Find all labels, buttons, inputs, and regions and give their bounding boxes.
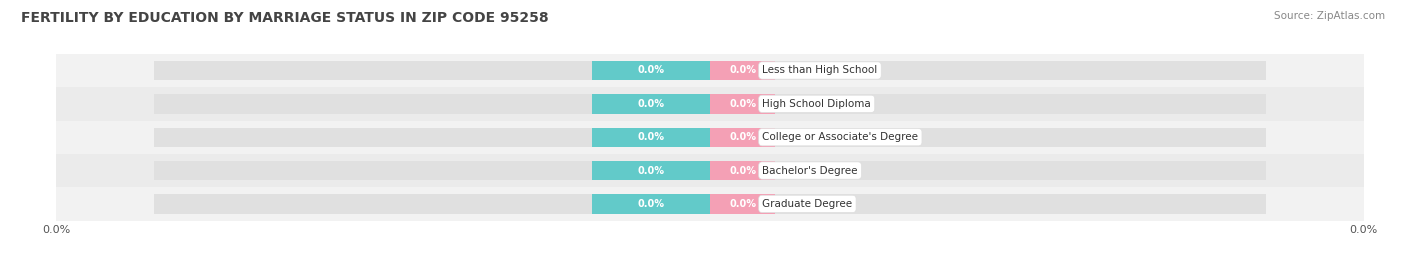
Bar — [710, 94, 1265, 114]
Text: 0.0%: 0.0% — [638, 65, 665, 76]
Text: Bachelor's Degree: Bachelor's Degree — [762, 165, 858, 176]
Bar — [710, 161, 776, 180]
Bar — [710, 194, 1265, 214]
Text: 0.0%: 0.0% — [730, 65, 756, 76]
Text: 0.0%: 0.0% — [730, 99, 756, 109]
FancyBboxPatch shape — [56, 121, 1364, 154]
Text: 0.0%: 0.0% — [638, 99, 665, 109]
Text: 0.0%: 0.0% — [730, 199, 756, 209]
FancyBboxPatch shape — [56, 54, 1364, 87]
Bar — [710, 128, 776, 147]
Text: High School Diploma: High School Diploma — [762, 99, 872, 109]
Text: 0.0%: 0.0% — [730, 132, 756, 142]
FancyBboxPatch shape — [56, 154, 1364, 187]
Bar — [592, 128, 710, 147]
Bar — [155, 61, 710, 80]
Text: Less than High School: Less than High School — [762, 65, 877, 76]
Bar — [155, 128, 710, 147]
Text: 0.0%: 0.0% — [638, 132, 665, 142]
Bar — [592, 61, 710, 80]
Bar — [155, 94, 710, 114]
Bar — [710, 194, 776, 214]
Bar — [710, 94, 776, 114]
Bar — [710, 128, 1265, 147]
Bar — [592, 161, 710, 180]
Text: 0.0%: 0.0% — [638, 199, 665, 209]
Bar — [155, 161, 710, 180]
Text: FERTILITY BY EDUCATION BY MARRIAGE STATUS IN ZIP CODE 95258: FERTILITY BY EDUCATION BY MARRIAGE STATU… — [21, 11, 548, 25]
Bar — [710, 161, 1265, 180]
FancyBboxPatch shape — [56, 187, 1364, 221]
Text: College or Associate's Degree: College or Associate's Degree — [762, 132, 918, 142]
Text: 0.0%: 0.0% — [730, 165, 756, 176]
Bar — [592, 94, 710, 114]
FancyBboxPatch shape — [56, 87, 1364, 121]
Bar — [592, 194, 710, 214]
Bar — [710, 61, 776, 80]
Text: Source: ZipAtlas.com: Source: ZipAtlas.com — [1274, 11, 1385, 21]
Bar — [710, 61, 1265, 80]
Bar — [155, 194, 710, 214]
Text: 0.0%: 0.0% — [638, 165, 665, 176]
Text: Graduate Degree: Graduate Degree — [762, 199, 852, 209]
